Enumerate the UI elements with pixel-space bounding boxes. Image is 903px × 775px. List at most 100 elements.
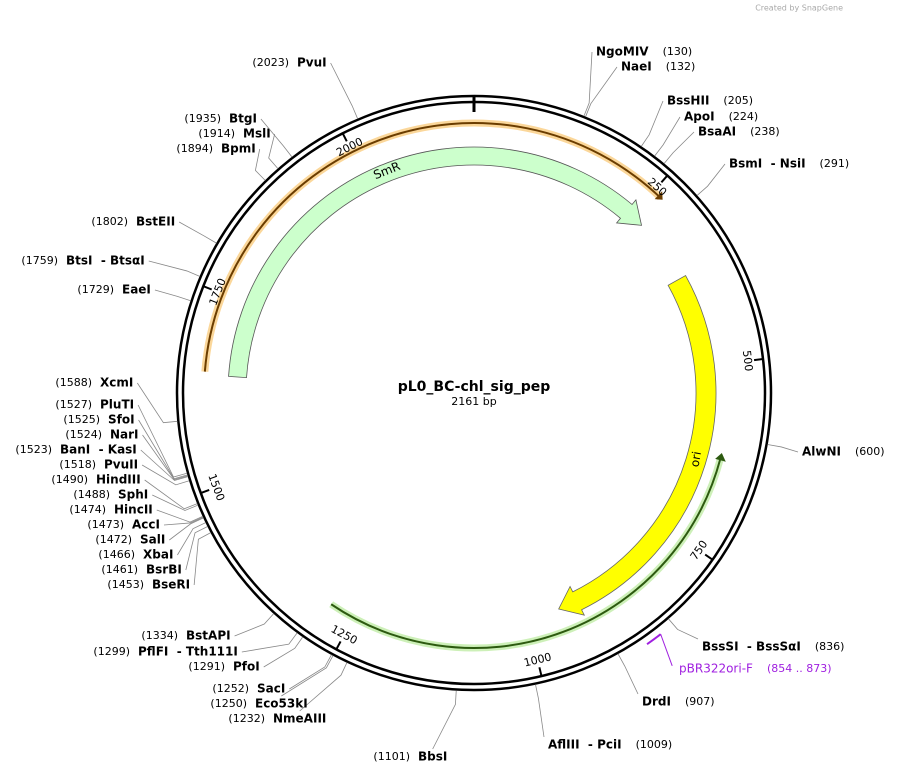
enzyme-name: XbaI [143, 548, 173, 562]
enzyme-position: (1299) [93, 645, 130, 658]
ring-tick [335, 640, 342, 650]
enzyme-leader [583, 51, 593, 117]
enzyme-name: BssHII [667, 94, 709, 108]
ring-tick [538, 667, 543, 677]
enzyme-position: (291) [820, 157, 850, 170]
enzyme-name: NgoMIV [596, 45, 649, 59]
enzyme-leader [617, 653, 639, 695]
ring-tick [660, 174, 669, 183]
enzyme-name: BanI - KasI [60, 443, 137, 457]
enzyme-leader [330, 62, 358, 119]
feature-label: ori [688, 450, 704, 468]
enzyme-name: PvuII [104, 458, 138, 472]
enzyme-leader [185, 526, 208, 571]
enzyme-leader [254, 148, 266, 181]
enzyme-leader [260, 118, 293, 158]
enzyme-position: (1935) [184, 112, 221, 125]
map-length: 2161 bp [451, 395, 496, 408]
enzyme-position: (1518) [59, 458, 96, 471]
enzyme-position: (1759) [21, 254, 58, 267]
enzyme-position: (1453) [107, 578, 144, 591]
enzyme-name: SphI [118, 488, 148, 502]
enzyme-position: (1291) [188, 660, 225, 673]
enzyme-name: BbsI [418, 750, 447, 764]
enzyme-leader [767, 444, 799, 453]
enzyme-name: BsrBI [146, 563, 182, 577]
enzyme-name: BstEII [136, 215, 175, 229]
enzyme-position: (1729) [77, 283, 114, 296]
enzyme-leader [263, 636, 304, 668]
enzyme-leader [668, 618, 699, 640]
enzyme-name: SalI [140, 533, 165, 547]
enzyme-name: MslI [243, 127, 271, 141]
enzyme-leader [193, 532, 211, 586]
enzyme-leader [169, 517, 204, 541]
ring-tick-label: 1250 [329, 622, 360, 647]
enzyme-position: (1802) [91, 215, 128, 228]
enzyme-leader [156, 509, 203, 523]
enzyme-position: (1488) [73, 488, 110, 501]
enzyme-position: (1009) [636, 738, 673, 751]
credit: Created by SnapGene [755, 4, 843, 13]
enzyme-leader [535, 684, 545, 738]
enzyme-name: XcmI [100, 376, 133, 390]
enzyme-name: SfoI [108, 413, 135, 427]
ring-tick [753, 358, 764, 362]
enzyme-name: BsaAI [698, 125, 736, 139]
feature-head [715, 453, 726, 462]
enzyme-name: SacI [257, 682, 285, 696]
enzyme-position: (1524) [65, 428, 102, 441]
enzyme-name: BsmI - NsiI [729, 157, 806, 171]
enzyme-leader [177, 522, 206, 556]
enzyme-leader [432, 690, 457, 750]
ring-tick [200, 489, 210, 495]
enzyme-name: PfoI [233, 660, 260, 674]
enzyme-position: (1474) [69, 503, 106, 516]
ring-tick-label: 1000 [523, 650, 553, 669]
enzyme-position: (1250) [210, 697, 247, 710]
enzyme-name: BtgI [229, 112, 257, 126]
enzyme-name: NarI [110, 428, 139, 442]
enzyme-leader [148, 260, 200, 277]
enzyme-position: (130) [663, 45, 693, 58]
enzyme-name: BpmI [221, 142, 256, 156]
enzyme-name: EaeI [122, 283, 151, 297]
ring-tick-label: 500 [740, 350, 755, 372]
enzyme-leader [268, 133, 279, 169]
ring-tick-label: 750 [688, 538, 711, 563]
enzyme-position: (1527) [55, 398, 92, 411]
primer-leader [660, 634, 673, 667]
ring-tick [341, 132, 348, 142]
enzyme-position: (1461) [101, 563, 138, 576]
enzyme-leader [178, 221, 217, 244]
feature-line [330, 458, 722, 649]
enzyme-leader [289, 654, 332, 690]
enzyme-leader [137, 404, 188, 478]
enzyme-leader [141, 464, 190, 486]
enzyme-position: (205) [723, 94, 753, 107]
enzyme-position: (1473) [87, 518, 124, 531]
enzyme-leader [696, 163, 726, 196]
enzyme-position: (1466) [98, 548, 135, 561]
enzyme-position: (1252) [212, 682, 249, 695]
enzyme-position: (2023) [252, 56, 289, 69]
enzyme-position: (907) [685, 695, 715, 708]
enzyme-position: (1334) [141, 629, 178, 642]
enzyme-position: (132) [666, 60, 696, 73]
enzyme-name: BtsI - BtsαI [66, 254, 145, 268]
enzyme-leader [154, 289, 191, 302]
enzyme-leader [281, 655, 334, 697]
enzyme-name: BstAPI [186, 629, 231, 643]
enzyme-position: (1914) [198, 127, 235, 140]
primer-range: (854 .. 873) [767, 662, 832, 675]
enzyme-position: (836) [815, 640, 845, 653]
enzyme-position: (600) [855, 445, 885, 458]
primer-label: pBR322ori-F [679, 662, 753, 676]
feature-head [654, 191, 663, 200]
enzyme-position: (1588) [55, 376, 92, 389]
enzyme-name: NaeI [621, 60, 652, 74]
feature-smr [228, 146, 643, 379]
enzyme-leader [654, 116, 681, 157]
enzyme-leader [299, 662, 348, 712]
